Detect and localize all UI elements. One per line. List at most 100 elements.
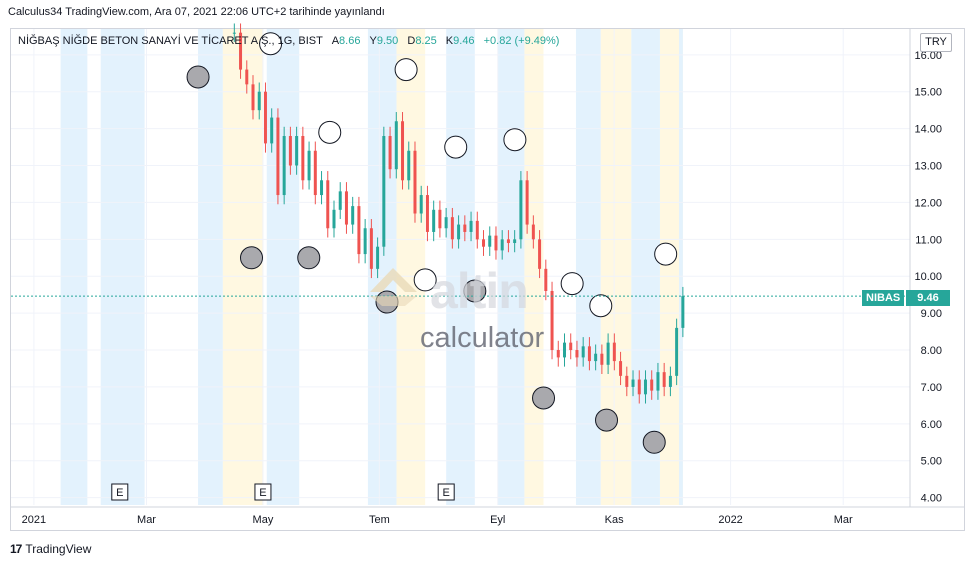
low-label: D bbox=[407, 35, 416, 47]
band-4 bbox=[266, 29, 300, 505]
candle-body bbox=[376, 246, 380, 269]
candle-body bbox=[625, 375, 629, 387]
footer[interactable]: 17 TradingView bbox=[10, 542, 91, 556]
buy-signal-circle bbox=[595, 408, 619, 432]
x-tick-label: 2022 bbox=[718, 514, 742, 526]
candle-body bbox=[239, 32, 243, 70]
open-value: 8.66 bbox=[339, 35, 361, 47]
tradingview-brand: TradingView bbox=[25, 542, 92, 556]
candle-body bbox=[662, 372, 666, 387]
band-2 bbox=[198, 29, 223, 505]
candle-body bbox=[494, 235, 498, 251]
candle-body bbox=[475, 220, 479, 240]
altin-logo-icon bbox=[370, 268, 417, 306]
event-marker bbox=[437, 483, 455, 501]
candle-body bbox=[587, 346, 591, 362]
chart-frame bbox=[10, 28, 965, 531]
candle-body bbox=[369, 228, 373, 269]
candle-body bbox=[488, 235, 492, 247]
sell-signal-circle bbox=[589, 294, 613, 318]
sell-signal-circle bbox=[654, 242, 678, 266]
change-value: +0.82 (+9.49%) bbox=[483, 35, 560, 47]
candle-body bbox=[401, 121, 405, 181]
candle-body bbox=[525, 180, 529, 225]
y-tick-label: 8.00 bbox=[921, 345, 942, 357]
candle-body bbox=[276, 117, 280, 196]
candle-body bbox=[681, 296, 685, 328]
high-value: 9.50 bbox=[376, 35, 399, 47]
currency-badge[interactable]: TRY bbox=[920, 33, 952, 52]
open-label: A bbox=[331, 35, 340, 47]
price-axis: 4.00 5.00 6.00 7.00 8.00 9.00 10.00 11.00 12.00 1… bbox=[914, 50, 942, 505]
band-6 bbox=[396, 29, 426, 505]
candle-body bbox=[301, 136, 305, 181]
candle-body bbox=[575, 350, 579, 358]
event-marker-label: E bbox=[259, 487, 266, 499]
candle-body bbox=[463, 224, 467, 232]
candle-body bbox=[538, 239, 542, 269]
x-tick-label: May bbox=[253, 514, 274, 526]
candle-body bbox=[295, 136, 299, 166]
candle-body bbox=[288, 136, 292, 166]
band-14 bbox=[679, 29, 683, 505]
candle-body bbox=[562, 342, 566, 358]
candles bbox=[232, 23, 685, 404]
candle-body bbox=[251, 84, 255, 111]
candle-body bbox=[650, 379, 654, 391]
y-tick-label: 6.00 bbox=[921, 419, 942, 431]
candle-body bbox=[313, 150, 317, 196]
candle-body bbox=[519, 180, 523, 240]
band-10 bbox=[575, 29, 601, 505]
candle-body bbox=[600, 353, 604, 365]
y-tick-label: 12.00 bbox=[914, 197, 942, 209]
band-12 bbox=[631, 29, 660, 505]
candle-body bbox=[326, 180, 330, 229]
candle-body bbox=[320, 180, 324, 196]
y-tick-label: 7.00 bbox=[921, 382, 942, 394]
candle-body bbox=[307, 150, 311, 181]
y-tick-label: 4.00 bbox=[921, 493, 942, 505]
symbol-legend: NİĞBAŞ NİĞDE BETON SANAYİ VE TİCARET A.Ş… bbox=[18, 35, 559, 47]
symbol-name: NİĞBAŞ NİĞDE BETON SANAYİ VE TİCARET A.Ş… bbox=[18, 35, 323, 47]
grid bbox=[11, 29, 910, 505]
candle-body bbox=[482, 239, 486, 247]
band-7 bbox=[446, 29, 475, 505]
y-tick-label: 5.00 bbox=[921, 456, 942, 468]
candle-body bbox=[513, 239, 517, 244]
low-value: 8.25 bbox=[415, 35, 437, 47]
background-bands bbox=[60, 29, 683, 505]
candle-body bbox=[388, 136, 392, 170]
close-value: 9.46 bbox=[453, 35, 475, 47]
candle-body bbox=[232, 32, 236, 34]
candle-body bbox=[594, 353, 598, 362]
candle-body bbox=[450, 217, 454, 240]
y-tick-label: 16.00 bbox=[914, 50, 942, 62]
candle-body bbox=[282, 136, 286, 196]
band-11 bbox=[600, 29, 632, 505]
tradingview-logo-icon: 17 bbox=[10, 542, 22, 556]
ticker-tag: NIBAS bbox=[862, 290, 905, 306]
sell-signal-circle bbox=[318, 120, 342, 144]
x-tick-label: Mar bbox=[834, 514, 853, 526]
y-tick-label: 14.00 bbox=[914, 124, 942, 136]
x-tick-label: Eyl bbox=[490, 514, 505, 526]
buy-signal-circle bbox=[532, 386, 556, 410]
buy-signal-circle bbox=[642, 430, 666, 454]
sell-signal-circle bbox=[503, 128, 527, 152]
x-tick-label: Kas bbox=[605, 514, 624, 526]
sell-signal-circle bbox=[259, 32, 283, 56]
candle-body bbox=[382, 136, 386, 247]
y-tick-label: 9.00 bbox=[921, 308, 942, 320]
buy-signal-circle bbox=[239, 246, 263, 270]
candle-body bbox=[413, 150, 417, 214]
candle-body bbox=[338, 191, 342, 210]
candle-body bbox=[332, 209, 336, 229]
candle-body bbox=[245, 69, 249, 85]
band-0 bbox=[60, 29, 88, 505]
last-price-tag: 9.46 bbox=[906, 290, 950, 306]
close-label: K bbox=[445, 35, 454, 47]
buy-signal-circle bbox=[297, 246, 321, 270]
sell-signal-circle bbox=[413, 268, 437, 292]
candle-body bbox=[432, 209, 436, 232]
